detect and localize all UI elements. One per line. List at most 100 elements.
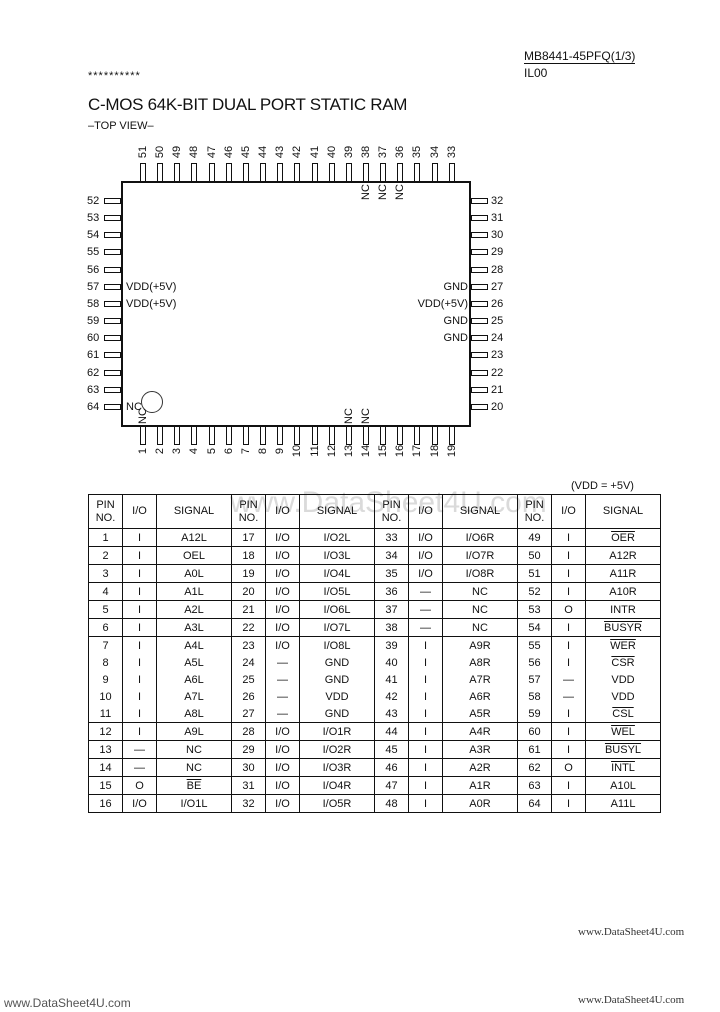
pin-lead	[104, 335, 121, 342]
pin-cell: 15	[88, 776, 123, 795]
signal-cell: A11L	[585, 794, 661, 813]
signal-cell: A3R	[442, 740, 518, 759]
header-signal: SIGNAL	[299, 494, 375, 529]
pin-cell: 5	[88, 600, 123, 619]
pin-lead	[431, 163, 438, 181]
pin-lead	[397, 163, 404, 181]
pin-label: VDD(+5V)	[417, 297, 468, 310]
table-row: 16 I/O I/O1L 32 I/O I/O5R 48 I A0R 64 I A11L	[88, 794, 661, 813]
signal-cell: I/O3L	[299, 546, 375, 565]
pin-cell: 18	[231, 546, 266, 565]
pin-number: 22	[491, 366, 504, 379]
signal-cell: INTR	[585, 600, 661, 619]
signal-cell: WER	[585, 636, 661, 654]
view-subtitle: –TOP VIEW–	[88, 120, 154, 132]
io-cell: I/O	[265, 776, 300, 795]
footer-link[interactable]: www.DataSheet4U.com	[578, 926, 685, 938]
signal-cell: A10L	[585, 776, 661, 795]
table-header-row: PIN NO. I/O SIGNAL PIN NO. I/O SIGNAL PIN NO. I…	[88, 494, 661, 529]
pin-cell: 64	[517, 794, 552, 813]
pin-lead	[294, 163, 301, 181]
pin-cell: 20	[231, 582, 266, 601]
page-title: C-MOS 64K-BIT DUAL PORT STATIC RAM	[88, 95, 408, 114]
signal-cell: I/O7L	[299, 618, 375, 637]
pin-number: 13	[342, 444, 355, 458]
signal-cell: A10R	[585, 582, 661, 601]
pin-cell: 59	[517, 705, 552, 723]
pin-cell: 47	[374, 776, 409, 795]
header-pin-no: PIN NO.	[374, 494, 409, 529]
pin-cell: 56	[517, 654, 552, 671]
signal-cell: I/O2L	[299, 528, 375, 547]
pin-lead	[328, 427, 335, 445]
header-signal: SIGNAL	[442, 494, 518, 529]
pin-cell: 40	[374, 654, 409, 671]
signal-cell: GND	[299, 671, 375, 688]
io-cell: I	[408, 654, 443, 671]
header-signal: SIGNAL	[156, 494, 232, 529]
pin-number: 41	[308, 145, 321, 159]
pin-number: 55	[87, 246, 100, 259]
header-pin-no: PIN NO.	[231, 494, 266, 529]
pin-cell: 10	[88, 688, 123, 705]
pin-cell: 8	[88, 654, 123, 671]
pin-number: 37	[377, 145, 390, 159]
pin-number: 50	[154, 145, 167, 159]
pin-cell: 24	[231, 654, 266, 671]
pin-cell: 3	[88, 564, 123, 583]
header-signal: SIGNAL	[585, 494, 661, 529]
pin-lead	[208, 427, 215, 445]
pin-cell: 11	[88, 705, 123, 723]
pin-cell: 22	[231, 618, 266, 637]
pin-cell: 49	[517, 528, 552, 547]
footer-link[interactable]: www.DataSheet4U.com	[4, 996, 131, 1010]
pin-cell: 50	[517, 546, 552, 565]
io-cell: I	[122, 688, 157, 705]
pin-lead	[471, 283, 488, 290]
table-row: 14— NC 30 I/O I/O3R 46 I A2R 62 O INTL	[88, 758, 661, 777]
pin-cell: 41	[374, 671, 409, 688]
pin-label: VDD(+5V)	[126, 280, 177, 293]
io-cell: —	[122, 740, 157, 759]
pin-number: 29	[491, 246, 504, 259]
io-cell: I	[408, 794, 443, 813]
pin-lead	[260, 163, 267, 181]
pin-lead	[242, 163, 249, 181]
table-row: 1 I A12L 17 I/O I/O2L 33 I/O I/O6R 49 I OER	[88, 528, 661, 547]
pin-label: NC	[359, 184, 372, 200]
pin-lead	[191, 427, 198, 445]
pin-cell: 31	[231, 776, 266, 795]
pin-number: 43	[274, 145, 287, 159]
signal-cell: I/O1R	[299, 722, 375, 741]
pin-number: 20	[491, 400, 504, 413]
document-id: MB8441-45PFQ(1/3)	[524, 49, 636, 64]
pin-cell: 4	[88, 582, 123, 601]
pin-number: 9	[274, 447, 287, 455]
header-pin-no: PIN NO.	[517, 494, 552, 529]
signal-cell: CSR	[585, 654, 661, 671]
pin-number: 33	[445, 145, 458, 159]
pin-lead	[380, 163, 387, 181]
header-io: I/O	[408, 494, 443, 529]
table-row: 12 I A9L 28 I/O I/O1R 44 I A4R 60 I WEL	[88, 722, 661, 741]
pin-cell: 52	[517, 582, 552, 601]
io-cell: —	[408, 582, 443, 601]
io-cell: I	[551, 618, 586, 637]
signal-cell: A6R	[442, 688, 518, 705]
pin-lead	[311, 427, 318, 445]
pin-number: 8	[257, 447, 270, 455]
io-cell: I/O	[265, 636, 300, 654]
pin-number: 44	[257, 145, 270, 159]
pin-number: 51	[137, 145, 149, 159]
footer-link[interactable]: www.DataSheet4U.com	[578, 994, 685, 1006]
pin-cell: 36	[374, 582, 409, 601]
pin-number: 3	[171, 447, 184, 455]
signal-cell: A7R	[442, 671, 518, 688]
pin-lead	[471, 369, 488, 376]
pin-number: 18	[428, 444, 441, 458]
pin-lead	[104, 386, 121, 393]
pin-cell: 48	[374, 794, 409, 813]
pin-cell: 25	[231, 671, 266, 688]
io-cell: I	[551, 794, 586, 813]
pin-lead	[277, 427, 284, 445]
